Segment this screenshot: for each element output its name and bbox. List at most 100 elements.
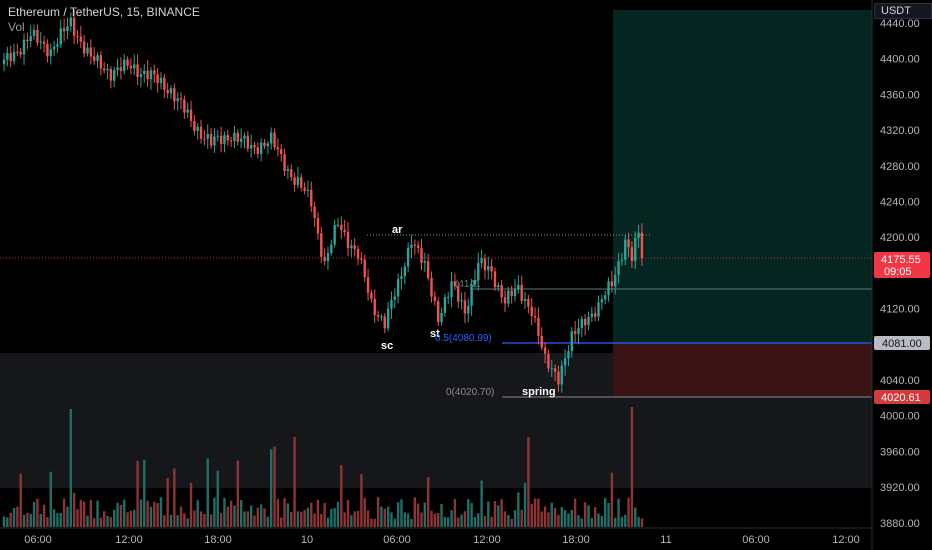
volume-bar bbox=[59, 513, 62, 527]
candle bbox=[143, 70, 146, 75]
candle bbox=[553, 368, 557, 372]
candle bbox=[159, 77, 163, 84]
volume-bar bbox=[189, 482, 193, 527]
candle bbox=[463, 300, 467, 314]
candle bbox=[440, 312, 443, 323]
volume-bar bbox=[236, 460, 239, 527]
volume-bar bbox=[316, 499, 320, 527]
candle bbox=[243, 135, 246, 139]
candle bbox=[186, 109, 189, 113]
volume-bar bbox=[69, 409, 72, 527]
candle bbox=[193, 120, 196, 132]
volume-bar bbox=[119, 504, 123, 527]
volume-bar bbox=[300, 511, 303, 527]
candle bbox=[350, 245, 353, 249]
currency-unit-button[interactable]: USDT bbox=[874, 3, 932, 19]
volume-bar bbox=[176, 515, 179, 527]
candle bbox=[116, 67, 119, 71]
volume-bar bbox=[593, 507, 597, 527]
volume-bar bbox=[266, 516, 270, 527]
candle bbox=[523, 298, 527, 301]
candle bbox=[189, 109, 193, 121]
target-price-label: 4081.00 bbox=[882, 338, 922, 350]
candle bbox=[326, 252, 330, 262]
volume-bar bbox=[640, 518, 644, 527]
volume-bar bbox=[450, 510, 453, 527]
volume-bar bbox=[353, 511, 356, 527]
candle bbox=[22, 39, 26, 55]
candle bbox=[543, 347, 547, 354]
volume-bar bbox=[209, 514, 213, 527]
candle bbox=[477, 263, 480, 281]
volume-bar bbox=[203, 513, 206, 527]
candle bbox=[306, 189, 310, 191]
candle bbox=[627, 239, 630, 248]
price-tick: 3960.00 bbox=[880, 446, 920, 458]
volume-bar bbox=[503, 511, 507, 527]
volume-bar bbox=[413, 497, 417, 527]
volume-bar bbox=[406, 513, 410, 527]
candle bbox=[129, 65, 133, 69]
candle bbox=[383, 316, 386, 329]
volume-bar bbox=[370, 518, 373, 527]
candle bbox=[280, 149, 283, 155]
candle bbox=[233, 132, 236, 142]
volume-bar bbox=[226, 506, 229, 527]
candle bbox=[156, 74, 159, 84]
candle bbox=[229, 140, 233, 142]
last-price-badge bbox=[874, 252, 930, 278]
volume-bar bbox=[477, 513, 480, 527]
volume-bar bbox=[400, 499, 403, 527]
candle bbox=[593, 313, 597, 317]
sc-label: sc bbox=[381, 340, 393, 352]
volume-bar bbox=[46, 517, 49, 527]
volume-bar bbox=[276, 498, 280, 527]
volume-bar bbox=[443, 516, 447, 527]
volume-bar bbox=[166, 477, 169, 527]
candle bbox=[607, 281, 610, 296]
volume-bar bbox=[96, 500, 99, 527]
candle bbox=[447, 297, 450, 299]
volume-bar bbox=[527, 437, 530, 527]
candle bbox=[103, 68, 106, 71]
candle bbox=[32, 29, 36, 36]
volume-bar bbox=[306, 507, 310, 527]
candle bbox=[413, 244, 417, 246]
candle bbox=[617, 261, 620, 275]
volume-bar bbox=[624, 514, 627, 527]
price-tick: 3920.00 bbox=[880, 482, 920, 494]
time-tick: 18:00 bbox=[204, 534, 232, 546]
candle bbox=[239, 138, 243, 142]
volume-bar bbox=[99, 517, 103, 527]
candle bbox=[303, 187, 306, 191]
volume-bar bbox=[453, 498, 457, 527]
volume-bar bbox=[103, 511, 106, 527]
volume-bar bbox=[183, 513, 186, 527]
volume-bar bbox=[39, 513, 42, 527]
price-tick: 4120.00 bbox=[880, 304, 920, 316]
volume-bar bbox=[607, 503, 610, 527]
candle bbox=[273, 132, 276, 148]
candle bbox=[390, 299, 393, 309]
candle bbox=[527, 298, 530, 307]
candle bbox=[276, 147, 280, 150]
candle bbox=[266, 143, 270, 147]
candle bbox=[286, 169, 290, 172]
candle bbox=[400, 276, 403, 280]
candle bbox=[483, 258, 487, 271]
candle bbox=[620, 259, 624, 262]
volume-bar bbox=[283, 498, 286, 527]
candle bbox=[363, 259, 366, 278]
candle bbox=[316, 217, 320, 234]
candle bbox=[470, 284, 473, 306]
candle bbox=[323, 256, 326, 262]
candle bbox=[199, 126, 203, 139]
candle bbox=[283, 154, 286, 172]
candle bbox=[176, 98, 179, 102]
candle bbox=[69, 17, 72, 27]
volume-bar bbox=[36, 498, 39, 527]
candle bbox=[126, 59, 129, 66]
candle bbox=[346, 232, 350, 249]
volume-bar bbox=[123, 499, 126, 527]
